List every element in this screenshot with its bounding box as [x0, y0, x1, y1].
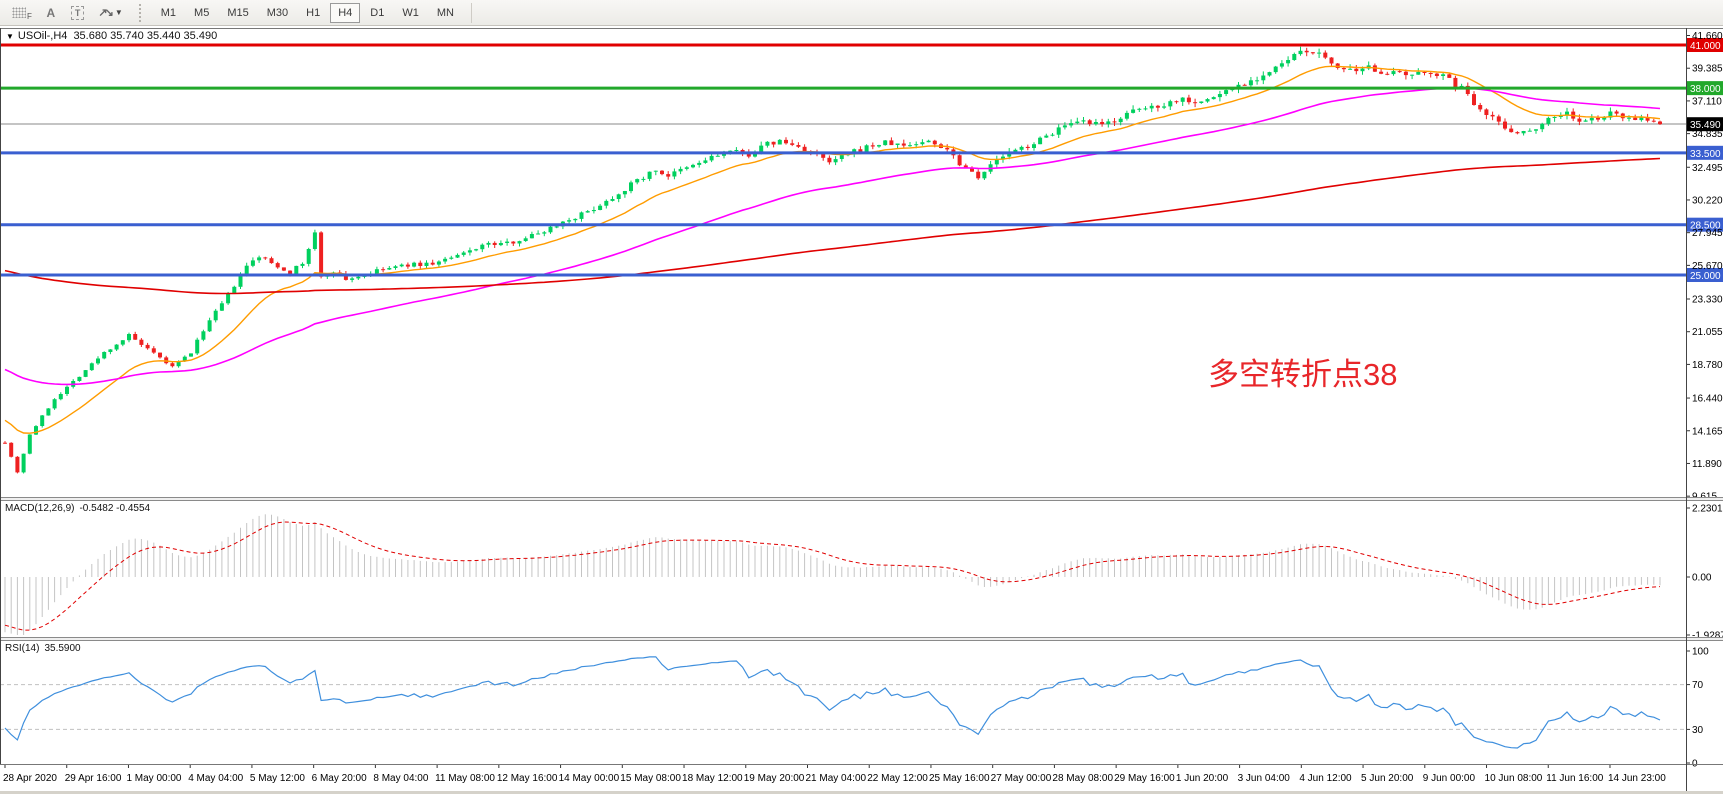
svg-text:5 May 12:00: 5 May 12:00: [250, 773, 305, 784]
svg-text:12 May 16:00: 12 May 16:00: [497, 773, 558, 784]
text-box-icon[interactable]: T: [65, 3, 91, 23]
svg-text:28 May 08:00: 28 May 08:00: [1052, 773, 1113, 784]
svg-text:100: 100: [1692, 647, 1709, 658]
symbol-dropdown-icon[interactable]: ▼: [6, 32, 14, 41]
svg-text:1 May 00:00: 1 May 00:00: [126, 773, 181, 784]
svg-text:2.2301: 2.2301: [1692, 504, 1723, 515]
toolbar-separator: [470, 2, 472, 23]
svg-text:3 Jun 04:00: 3 Jun 04:00: [1238, 773, 1291, 784]
svg-text:10 Jun 08:00: 10 Jun 08:00: [1485, 773, 1543, 784]
svg-text:21.055: 21.055: [1692, 327, 1723, 338]
rsi-value: 35.5900: [44, 643, 81, 654]
svg-text:37.110: 37.110: [1692, 96, 1722, 107]
timeframe-button-w1[interactable]: W1: [394, 3, 427, 23]
timeframe-button-mn[interactable]: MN: [429, 3, 462, 23]
timeframe-group: M1 M5 M15 M30 H1 H4 D1 W1 MN: [152, 2, 463, 23]
svg-text:34.835: 34.835: [1692, 129, 1723, 140]
timeframe-button-d1[interactable]: D1: [362, 3, 392, 23]
chart-symbol-period: USOil-,H4: [17, 30, 68, 42]
svg-text:33.500: 33.500: [1690, 149, 1721, 160]
svg-text:29 Apr 16:00: 29 Apr 16:00: [65, 773, 122, 784]
chart-ohlc-values: 35.680 35.740 35.440 35.490: [73, 30, 218, 42]
svg-text:5 Jun 20:00: 5 Jun 20:00: [1361, 773, 1414, 784]
chart-annotation: 多空转折点38: [1208, 357, 1398, 392]
macd-values: -0.5482 -0.4554: [79, 503, 151, 514]
svg-text:14 May 00:00: 14 May 00:00: [559, 773, 620, 784]
timeframe-button-m5[interactable]: M5: [186, 3, 217, 23]
svg-text:11 Jun 16:00: 11 Jun 16:00: [1546, 773, 1604, 784]
svg-text:41.000: 41.000: [1690, 41, 1721, 52]
svg-text:11 May 08:00: 11 May 08:00: [435, 773, 495, 784]
svg-text:28.500: 28.500: [1690, 221, 1721, 232]
svg-text:30: 30: [1692, 725, 1704, 736]
svg-text:21 May 04:00: 21 May 04:00: [805, 773, 866, 784]
timeframe-button-h4[interactable]: H4: [330, 2, 361, 23]
svg-text:16.440: 16.440: [1692, 394, 1723, 405]
svg-text:4 Jun 12:00: 4 Jun 12:00: [1299, 773, 1352, 784]
svg-text:11.890: 11.890: [1692, 459, 1722, 470]
svg-text:19 May 20:00: 19 May 20:00: [744, 773, 805, 784]
svg-text:39.385: 39.385: [1692, 64, 1723, 75]
svg-text:8 May 04:00: 8 May 04:00: [373, 773, 428, 784]
main-toolbar: F A T ↗↘ ▼ M1 M5 M15 M30 H1 H4 D1 W1 MN: [0, 0, 1723, 26]
grid-template-icon[interactable]: F: [6, 3, 37, 23]
svg-text:6 May 20:00: 6 May 20:00: [312, 773, 367, 784]
svg-text:23.330: 23.330: [1692, 295, 1723, 306]
svg-text:-1.9287: -1.9287: [1692, 631, 1723, 642]
svg-text:1 Jun 20:00: 1 Jun 20:00: [1176, 773, 1229, 784]
rsi-indicator-label: RSI(14) 35.5900: [5, 643, 81, 654]
svg-text:9 Jun 00:00: 9 Jun 00:00: [1423, 773, 1476, 784]
svg-text:41.660: 41.660: [1692, 31, 1723, 42]
svg-text:29 May 16:00: 29 May 16:00: [1114, 773, 1175, 784]
svg-text:15 May 08:00: 15 May 08:00: [620, 773, 681, 784]
arrows-objects-icon[interactable]: ↗↘ ▼: [92, 3, 128, 23]
svg-text:22 May 12:00: 22 May 12:00: [867, 773, 928, 784]
svg-text:14 Jun 23:00: 14 Jun 23:00: [1608, 773, 1666, 784]
svg-text:27 May 00:00: 27 May 00:00: [991, 773, 1052, 784]
svg-text:28 Apr 2020: 28 Apr 2020: [3, 773, 57, 784]
svg-text:35.490: 35.490: [1690, 120, 1721, 131]
svg-text:18.780: 18.780: [1692, 360, 1723, 371]
svg-text:0.00: 0.00: [1692, 573, 1712, 584]
svg-text:38.000: 38.000: [1690, 84, 1721, 95]
chevron-down-icon: ▼: [114, 8, 123, 17]
timeframe-button-m15[interactable]: M15: [219, 3, 256, 23]
timeframe-button-m30[interactable]: M30: [259, 3, 296, 23]
svg-text:25.000: 25.000: [1690, 271, 1721, 282]
svg-text:70: 70: [1692, 680, 1704, 691]
timeframe-button-m1[interactable]: M1: [153, 3, 184, 23]
text-label-icon[interactable]: A: [39, 3, 63, 23]
timeframe-button-h1[interactable]: H1: [298, 3, 328, 23]
svg-text:25 May 16:00: 25 May 16:00: [929, 773, 990, 784]
svg-text:25.670: 25.670: [1692, 261, 1723, 272]
svg-text:18 May 12:00: 18 May 12:00: [682, 773, 743, 784]
svg-text:30.220: 30.220: [1692, 195, 1723, 206]
svg-text:32.495: 32.495: [1692, 163, 1723, 174]
macd-indicator-label: MACD(12,26,9) -0.5482 -0.4554: [5, 503, 151, 514]
toolbar-grip[interactable]: [138, 3, 145, 22]
svg-text:4 May 04:00: 4 May 04:00: [188, 773, 243, 784]
chart-title[interactable]: ▼ USOil-,H4 35.680 35.740 35.440 35.490: [6, 30, 217, 42]
svg-text:27.945: 27.945: [1692, 228, 1723, 239]
svg-text:14.165: 14.165: [1692, 426, 1723, 437]
